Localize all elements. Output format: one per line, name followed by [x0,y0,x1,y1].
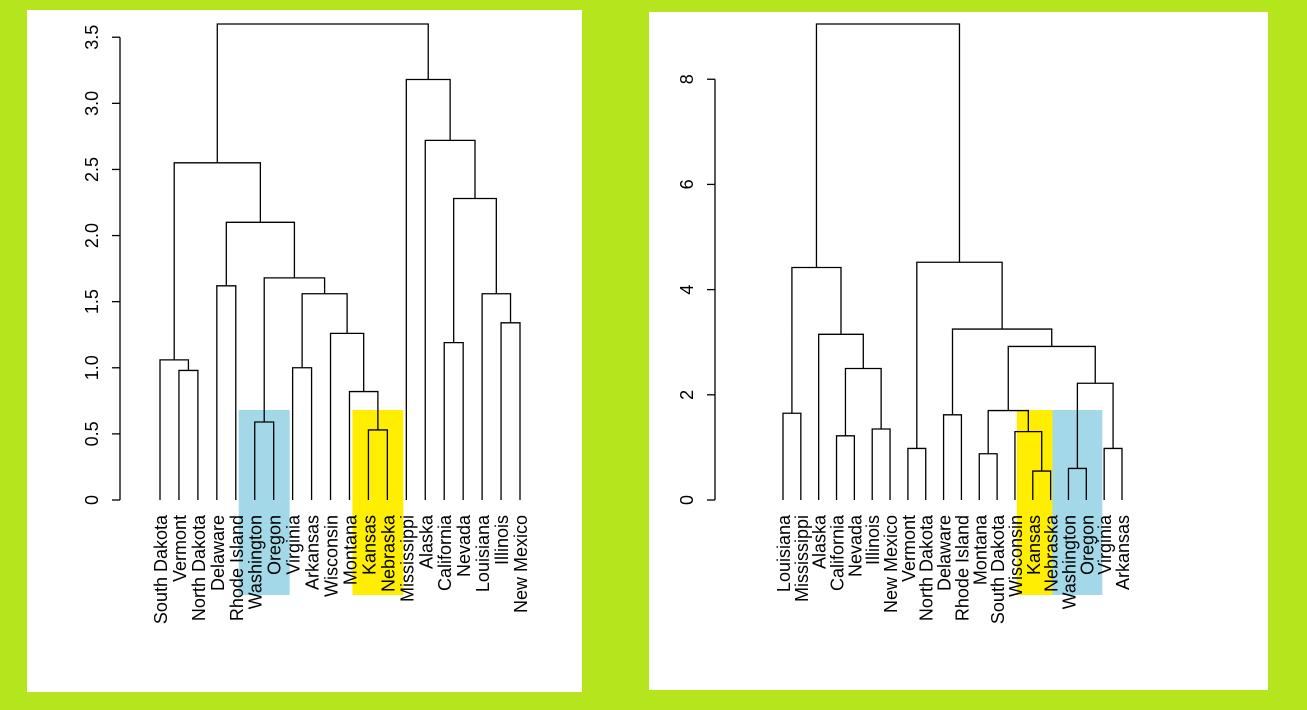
leaf-label: Vermont [170,515,190,582]
leaf-label: Nebraska [378,514,398,592]
dendrogram-link [263,277,326,422]
leaf-label: Wisconsin [1006,515,1026,597]
leaf-label: North Dakota [917,514,937,621]
leaf-label: Mississippi [397,515,417,602]
leaf-label: Kansas [359,515,379,575]
y-tick-label: 8 [677,74,697,84]
leaf-label: South Dakota [988,514,1008,624]
leaf-label: Washington [246,515,266,609]
leaf-label: Vermont [899,515,919,582]
dendrogram-link [1032,470,1052,500]
leaf-label: Illinois [863,515,883,565]
leaf-label: South Dakota [151,514,171,624]
y-tick-label: 4 [677,285,697,295]
leaf-label: California [435,514,455,591]
leaf-label: Kansas [1024,515,1044,575]
dendrogram-link [424,139,476,500]
leaf-label: New Mexico [511,515,531,613]
leaf-label: Arkansas [303,515,323,590]
highlight [352,410,404,595]
leaf-label: Rhode Island [952,515,972,621]
dendrogram-link [951,328,1053,415]
leaf-label: Montana [340,514,360,585]
y-tick-label: 3.5 [82,25,102,50]
dendrogram-link [916,261,1003,449]
leaf-label: Mississippi [792,515,812,602]
leaf-label: Washington [1059,515,1079,609]
highlight [238,410,290,595]
leaf-label: Nevada [845,514,865,577]
leaf-label: Montana [970,514,990,585]
y-tick-label: 2 [677,390,697,400]
leaf-label: Alaska [810,514,830,569]
dendrogram-link [254,421,275,500]
leaf-label: Delaware [935,515,955,591]
leaf-label: Virginia [1095,514,1115,575]
dendrogram-link [815,23,961,268]
leaf-label: Oregon [1077,515,1097,575]
leaf-label: Wisconsin [322,515,342,597]
y-tick-label: 0 [82,495,102,505]
leaf-label: Illinois [492,515,512,565]
dendrogram-link [1007,345,1096,411]
y-tick-label: 2.0 [82,223,102,248]
leaf-label: Alaska [416,514,436,569]
dendrogram-link [443,342,464,500]
y-tick-label: 3.0 [82,91,102,116]
y-tick-label: 1.0 [82,355,102,380]
dendrogram-link [987,409,1029,454]
y-tick-label: 1.5 [82,289,102,314]
leaf-label: Delaware [208,515,228,591]
dendrogram-link [291,367,313,500]
dendrogram-link [791,266,842,414]
leaf-label: Arkansas [1113,515,1133,590]
leaf-label: North Dakota [189,514,209,621]
leaf-label: Oregon [265,515,285,575]
y-tick-label: 2.5 [82,157,102,182]
leaf-label: Louisiana [473,514,493,592]
leaf-label: Louisiana [774,514,794,592]
leaf-label: New Mexico [881,515,901,613]
leaf-label: California [828,514,848,591]
leaf-label: Virginia [284,514,304,575]
dendrogram-link [978,453,998,500]
y-tick-label: 0 [677,495,697,505]
y-tick-label: 0.5 [82,421,102,446]
leaf-label: Nebraska [1042,514,1062,592]
panel [649,12,1268,690]
leaf-label: Rhode Island [227,515,247,621]
y-tick-label: 6 [677,179,697,189]
leaf-label: Nevada [454,514,474,577]
dendrogram-link [348,390,379,500]
dendrogram-link [216,23,429,163]
